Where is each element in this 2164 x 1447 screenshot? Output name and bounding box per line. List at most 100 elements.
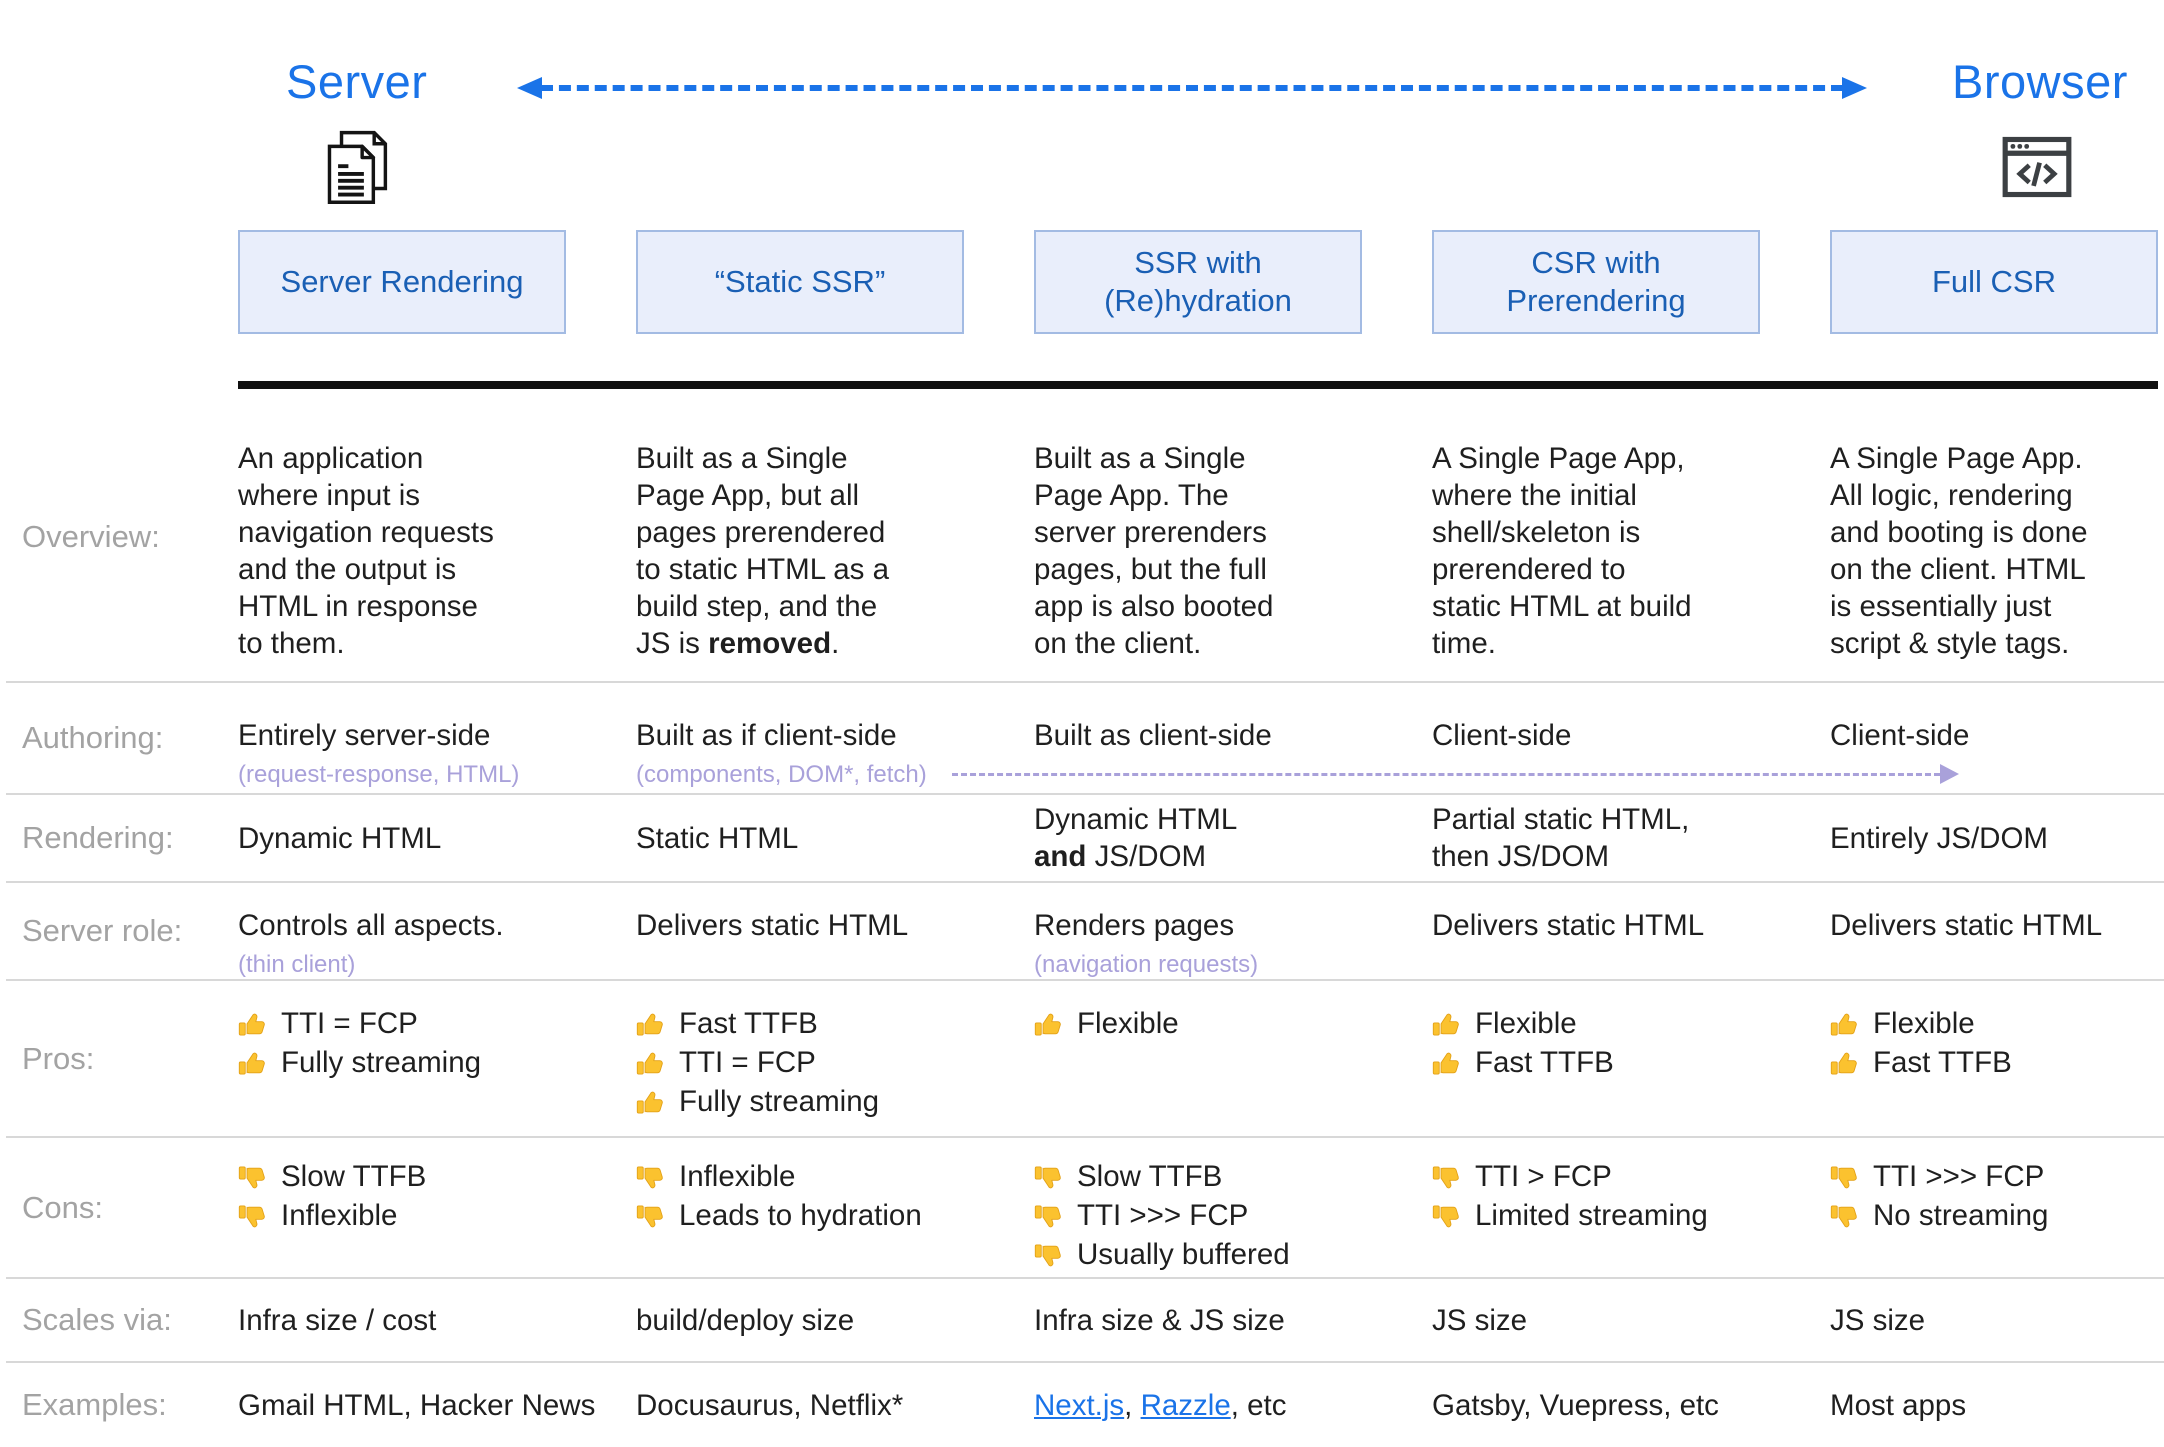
text-segment: Built as if client-side (636, 719, 897, 752)
thumb-up-icon (1830, 1013, 1857, 1036)
cell-pros-col4: Flexible Fast TTFB (1432, 981, 1760, 1136)
cell-text: Renders pages (1034, 907, 1362, 944)
thumb-up-icon (636, 1013, 663, 1036)
cell-server-role-col1: Controls all aspects. (thin client) (238, 883, 566, 979)
thumb-up-icon (1830, 1052, 1857, 1075)
thumb-down-icon (1432, 1165, 1459, 1188)
text-segment: A Single Page App. All logic, rendering … (1830, 442, 2088, 660)
text-segment: Built as a Single Page App, but all page… (636, 442, 890, 660)
pro-item: Fast TTFB (636, 1007, 964, 1041)
text-segment: Infra size / cost (238, 1303, 437, 1337)
thumb-down-icon (1830, 1165, 1857, 1188)
cell-text: Infra size / cost (238, 1302, 566, 1339)
sub-note: (thin client) (238, 951, 356, 978)
cell-text: Client-side (1432, 717, 1760, 754)
comparison-table: Overview: An application where input is n… (0, 392, 2164, 1447)
thumb-up-icon (1432, 1013, 1459, 1036)
pro-item: TTI = FCP (636, 1046, 964, 1080)
cell-scales-col1: Infra size / cost (238, 1302, 566, 1339)
cell-text: Gatsby, Vuepress, etc (1432, 1387, 1760, 1424)
pro-item: Fully streaming (636, 1085, 964, 1119)
item-text: Fast TTFB (679, 1007, 818, 1040)
cell-rendering-col1: Dynamic HTML (238, 814, 566, 863)
row-scales: Scales via: Infra size / cost build/deploy… (6, 1279, 2164, 1363)
cell-text: Entirely server-side (238, 717, 566, 754)
cell-cons-col1: Slow TTFB Inflexible (238, 1138, 566, 1277)
text-segment: Built as client-side (1034, 719, 1272, 752)
document-pages-icon (327, 130, 388, 204)
cell-text: Entirely JS/DOM (1830, 820, 2158, 857)
column-header-4: CSR with Prerendering (1432, 230, 1760, 334)
cell-examples-col4: Gatsby, Vuepress, etc (1432, 1387, 1760, 1424)
con-item: Inflexible (238, 1199, 566, 1233)
text-segment: Built as a Single Page App. The server p… (1034, 442, 1274, 660)
text-segment: Controls all aspects. (238, 909, 504, 942)
con-item: Limited streaming (1432, 1199, 1760, 1233)
pro-item: Fully streaming (238, 1046, 566, 1080)
con-item: No streaming (1830, 1199, 2158, 1233)
cell-cons-col2: Inflexible Leads to hydration (636, 1138, 964, 1277)
text-segment: build/deploy size (636, 1303, 855, 1337)
example-link[interactable]: Next.js (1034, 1388, 1125, 1422)
column-header-5: Full CSR (1830, 230, 2158, 334)
cell-server-role-col5: Delivers static HTML (1830, 883, 2158, 979)
thumb-up-icon (238, 1052, 265, 1075)
cell-authoring-col3: Built as client-side (1034, 683, 1362, 793)
item-text: Inflexible (281, 1199, 398, 1232)
row-label-rendering: Rendering: (22, 820, 174, 855)
row-rendering: Rendering: Dynamic HTML Static HTML Dynamic… (6, 795, 2164, 883)
cell-authoring-col2: Built as if client-side (components, DOM*… (636, 683, 964, 793)
example-link[interactable]: Razzle (1140, 1388, 1231, 1422)
cell-scales-col2: build/deploy size (636, 1302, 964, 1339)
cell-text: Infra size & JS size (1034, 1302, 1362, 1339)
cell-scales-col3: Infra size & JS size (1034, 1302, 1362, 1339)
cell-examples-col1: Gmail HTML, Hacker News (238, 1387, 595, 1424)
text-segment: JS/DOM (1086, 840, 1207, 873)
cell-scales-col4: JS size (1432, 1302, 1760, 1339)
cell-rendering-col4: Partial static HTML, then JS/DOM (1432, 795, 1760, 881)
text-segment: Most apps (1830, 1388, 1967, 1422)
cell-text: Delivers static HTML (1830, 907, 2158, 944)
con-item: TTI >>> FCP (1034, 1199, 1362, 1233)
pro-item: Fast TTFB (1432, 1046, 1760, 1080)
text-segment: Delivers static HTML (1830, 909, 2103, 942)
dashed-right-arrow-icon (952, 773, 1940, 776)
item-text: Fast TTFB (1873, 1046, 2012, 1079)
cell-text: JS size (1432, 1302, 1760, 1339)
thumb-down-icon (1034, 1165, 1061, 1188)
cell-text: Most apps (1830, 1387, 2158, 1424)
item-text: Fully streaming (281, 1046, 482, 1079)
cell-overview-col5: A Single Page App. All logic, rendering … (1830, 392, 2158, 681)
cell-authoring-col5: Client-side (1830, 683, 2158, 793)
item-text: Flexible (1873, 1007, 1975, 1040)
sub-note: (navigation requests) (1034, 951, 1259, 978)
row-label-pros: Pros: (22, 1040, 95, 1076)
text-segment: and (1034, 840, 1087, 873)
cell-text: Dynamic HTML and JS/DOM (1034, 801, 1362, 875)
cell-text: Built as client-side (1034, 717, 1362, 754)
cell-overview-col3: Built as a Single Page App. The server p… (1034, 392, 1362, 681)
cell-examples-col5: Most apps (1830, 1387, 2158, 1424)
row-label-server-role: Server role: (22, 913, 183, 948)
item-text: Flexible (1475, 1007, 1577, 1040)
text-segment: , etc (1230, 1388, 1287, 1422)
con-item: TTI > FCP (1432, 1160, 1760, 1194)
thumb-down-icon (636, 1204, 663, 1227)
con-item: Slow TTFB (1034, 1160, 1362, 1194)
row-cons: Cons: Slow TTFB Inflexible Inflexible Leads … (6, 1138, 2164, 1279)
text-segment: Static HTML (636, 821, 799, 855)
text-segment: Partial static HTML, then JS/DOM (1432, 803, 1690, 873)
column-headers: Server Rendering “Static SSR” SSR with (Re… (238, 230, 2158, 334)
cell-server-role-col3: Renders pages (navigation requests) (1034, 883, 1362, 979)
thumb-down-icon (1034, 1243, 1061, 1266)
cell-text: JS size (1830, 1302, 2158, 1339)
text-segment: Renders pages (1034, 909, 1235, 942)
cell-text: Next.js, Razzle, etc (1034, 1387, 1362, 1424)
pro-item: TTI = FCP (238, 1007, 566, 1041)
browser-window-code-icon (2002, 136, 2072, 198)
cell-pros-col2: Fast TTFB TTI = FCP Fully streaming (636, 981, 964, 1136)
item-text: TTI >>> FCP (1077, 1199, 1249, 1232)
cell-text: Delivers static HTML (636, 907, 964, 944)
cell-text: Built as if client-side (636, 717, 964, 754)
cell-text: A Single Page App. All logic, rendering … (1830, 440, 2158, 662)
